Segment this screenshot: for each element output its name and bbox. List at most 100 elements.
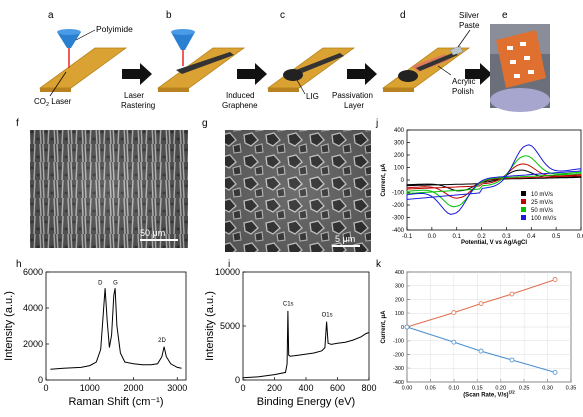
- y-tick-label-i: 5000: [220, 321, 240, 331]
- silver-label-2: Paste: [459, 21, 480, 30]
- x-tick-label-k: 0.10: [448, 386, 459, 392]
- peak-label-o1s: O1s: [322, 312, 333, 318]
- legend-swatch-2: [521, 207, 526, 212]
- x-tick-label-h: 3000: [167, 383, 187, 393]
- x-tick-label-h: 2000: [123, 383, 143, 393]
- panel-letter-j: j: [375, 118, 378, 129]
- y-axis-label-k: Current, μA: [381, 310, 387, 344]
- legend-swatch-0: [521, 191, 526, 196]
- photo-pad-1: [507, 46, 513, 50]
- x-tick-label-j: 0.1: [453, 234, 462, 240]
- y-tick-label-k: 300: [395, 284, 404, 290]
- y-tick-label-i: 0: [235, 375, 240, 385]
- y-axis-label-j: Current, μA: [381, 163, 387, 197]
- peak-label-2d: 2D: [158, 338, 166, 344]
- y-tick-label-j: -200: [392, 203, 405, 209]
- step-arrow-1: [122, 63, 152, 85]
- x-axis-label-i: Binding Energy (eV): [257, 396, 355, 408]
- panel-e-photo: e: [490, 10, 550, 112]
- panel-b: b: [156, 10, 246, 92]
- y-tick-label-h: 4000: [23, 303, 43, 313]
- step3-label-2: Layer: [344, 101, 364, 110]
- x-tick-label-j: 0.4: [527, 234, 536, 240]
- panel-c: c LIG: [266, 10, 356, 101]
- peak-label-d: D: [98, 281, 103, 287]
- x-tick-label-k: 0.00: [402, 386, 413, 392]
- scale-label-f: 50 μm: [140, 228, 165, 238]
- y-tick-label-k: -400: [393, 380, 404, 386]
- plot-frame-h: [45, 271, 187, 381]
- step-arrow-4: [465, 63, 492, 85]
- y-tick-label-i: 10000: [215, 267, 240, 277]
- cv-series-3: [406, 144, 582, 215]
- co2-laser-label: CO2 Laser: [34, 97, 72, 108]
- panel-letter-d: d: [400, 10, 406, 21]
- y-tick-label-j: 400: [394, 128, 405, 134]
- y-tick-label-k: 400: [395, 270, 404, 276]
- acrylic-label-2: Polish: [452, 87, 474, 96]
- legend-swatch-1: [521, 199, 526, 204]
- data-point-0: [552, 277, 558, 282]
- legend-label-3: 100 mV/s: [531, 216, 556, 222]
- x-tick-label-k: 0.15: [472, 386, 483, 392]
- x-axis-label-sup: 1/2: [509, 390, 516, 395]
- substrate-edge-c: [268, 88, 299, 92]
- x-tick-label-j: 0.5: [552, 234, 561, 240]
- legend-label-0: 10 mV/s: [531, 192, 553, 198]
- silver-paste-pad: [449, 45, 464, 56]
- lig-leader: [296, 79, 306, 95]
- y-tick-label-j: 300: [394, 141, 405, 147]
- silver-leader: [457, 29, 471, 48]
- acrylic-label-1: Acrylic: [452, 77, 476, 86]
- y-tick-label-h: 0: [38, 375, 43, 385]
- polyimide-substrate: [38, 47, 128, 89]
- x-tick-label-k: 0.35: [566, 386, 577, 392]
- legend-swatch-3: [521, 215, 526, 220]
- photo-pad-6: [528, 70, 534, 74]
- y-tick-label-j: 200: [394, 153, 405, 159]
- x-tick-label-k: 0.30: [542, 386, 553, 392]
- x-tick-label-j: 0.2: [477, 234, 486, 240]
- panel-letter-g: g: [202, 118, 208, 129]
- y-tick-label-j: 100: [394, 166, 405, 172]
- step-arrow-2: [237, 63, 267, 85]
- x-tick-label-i: 800: [361, 383, 376, 393]
- silver-label-1: Silver: [459, 11, 479, 20]
- step-arrow-3: [347, 63, 377, 85]
- x-tick-label-i: 200: [267, 383, 282, 393]
- polyimide-leader: [75, 29, 96, 41]
- panel-letter-e: e: [502, 10, 508, 21]
- y-tick-label-k: 0: [401, 325, 404, 331]
- x-tick-label-j: 0.6: [577, 234, 583, 240]
- x-tick-label-i: 600: [330, 383, 345, 393]
- substrate-edge: [40, 88, 71, 92]
- photo-glove: [490, 88, 550, 112]
- graphene-track-b: [176, 52, 234, 74]
- x-axis-label-j: Potential, V vs Ag/AgCl: [461, 240, 527, 246]
- y-tick-label-h: 2000: [23, 339, 43, 349]
- x-tick-label-k: 0.25: [519, 386, 530, 392]
- x-tick-label-k: 0.20: [495, 386, 506, 392]
- y-tick-label-j: -300: [392, 216, 405, 222]
- laser-head-icon-b: [171, 32, 195, 50]
- panel-letter-c: c: [280, 10, 285, 21]
- data-point-1: [404, 324, 410, 330]
- plot-frame-i: [242, 271, 370, 381]
- data-point-0: [509, 291, 515, 297]
- laser-head-top-b: [171, 29, 195, 35]
- step1-label-2: Rastering: [121, 101, 155, 110]
- step1-label-1: Laser: [124, 91, 144, 100]
- panel-a: a Polyimide CO2 Laser: [34, 10, 133, 108]
- y-tick-label-k: -200: [393, 352, 404, 358]
- electrode-d: [398, 70, 418, 82]
- data-point-1: [451, 339, 457, 345]
- sem-shading-g: [225, 130, 371, 252]
- legend-label-2: 50 mV/s: [531, 208, 553, 214]
- data-point-0: [451, 310, 457, 315]
- y-tick-label-h: 6000: [23, 267, 43, 277]
- scale-label-g: 5 μm: [335, 234, 355, 244]
- sem-shading-f: [30, 130, 188, 248]
- y-tick-label-j: 0: [401, 178, 405, 184]
- x-tick-label-j: 0.0: [428, 234, 437, 240]
- y-tick-label-k: -300: [393, 366, 404, 372]
